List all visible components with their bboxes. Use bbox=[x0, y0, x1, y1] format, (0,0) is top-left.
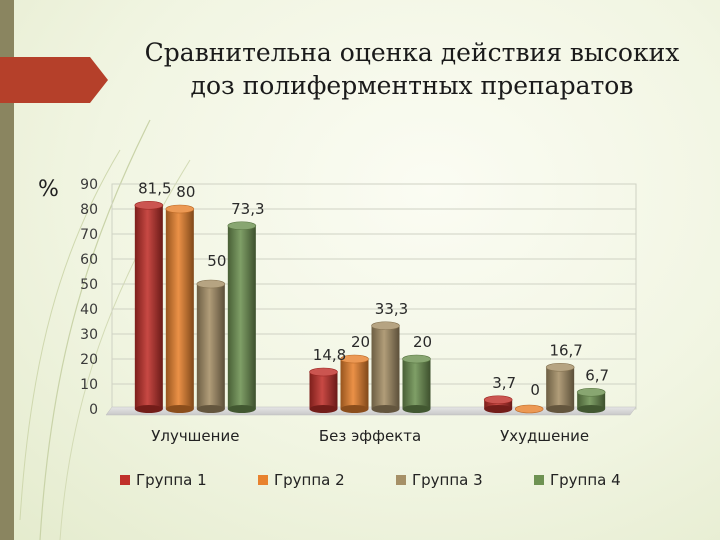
data-label: 73,3 bbox=[231, 200, 264, 218]
y-axis-label: % bbox=[38, 177, 59, 202]
bar bbox=[309, 367, 338, 413]
y-tick-label: 90 bbox=[80, 177, 98, 193]
left-accent-bar bbox=[0, 0, 14, 540]
y-tick-label: 60 bbox=[80, 252, 98, 268]
bar bbox=[545, 362, 575, 413]
y-tick-label: 40 bbox=[80, 302, 98, 318]
slide-title-line-2: доз полиферментных препаратов bbox=[190, 71, 634, 100]
data-labels: 81,5 80 50 73,3 14,8 20 33,3 20 3,7 0 16,76,7 bbox=[138, 179, 609, 399]
bar bbox=[371, 321, 400, 413]
category-label: Ухудшение bbox=[500, 427, 589, 445]
bars bbox=[134, 200, 606, 414]
legend-label: Группа 3 bbox=[412, 471, 483, 489]
bar bbox=[340, 354, 369, 413]
legend-swatch bbox=[534, 475, 544, 485]
bar bbox=[165, 204, 195, 413]
y-tick-label: 70 bbox=[80, 227, 98, 243]
legend-label: Группа 4 bbox=[550, 471, 621, 489]
data-label: 33,3 bbox=[375, 300, 408, 318]
bar bbox=[576, 387, 606, 413]
legend-item: Группа 2 bbox=[258, 471, 345, 489]
data-label: 20 bbox=[351, 333, 370, 351]
data-label: 6,7 bbox=[585, 366, 609, 384]
data-label: 50 bbox=[207, 252, 226, 270]
legend-swatch bbox=[258, 475, 268, 485]
legend-item: Группа 4 bbox=[534, 471, 621, 489]
bar bbox=[402, 354, 431, 413]
y-tick-label: 50 bbox=[80, 277, 98, 293]
y-tick-label: 20 bbox=[80, 352, 98, 368]
legend: Группа 1 Группа 2 Группа 3 Группа 4 bbox=[120, 471, 621, 489]
data-label: 81,5 bbox=[138, 179, 171, 197]
y-axis-ticks: 0 10 20 30 40 50 60 70 80 90 bbox=[80, 177, 98, 418]
bar bbox=[483, 395, 513, 413]
legend-swatch bbox=[120, 475, 130, 485]
bar bbox=[514, 404, 544, 414]
y-tick-label: 30 bbox=[80, 327, 98, 343]
legend-label: Группа 2 bbox=[274, 471, 345, 489]
bar bbox=[134, 200, 164, 413]
bar bbox=[196, 279, 226, 413]
y-tick-label: 0 bbox=[89, 402, 98, 418]
category-label: Без эффекта bbox=[319, 427, 421, 445]
slide-title: Сравнительна оценка действия высоких доз… bbox=[112, 36, 712, 102]
data-label: 0 bbox=[530, 381, 540, 399]
legend-item: Группа 3 bbox=[396, 471, 483, 489]
category-labels: Улучшение Без эффекта Ухудшение bbox=[151, 427, 589, 445]
data-label: 20 bbox=[413, 333, 432, 351]
data-label: 14,8 bbox=[313, 346, 346, 364]
category-label: Улучшение bbox=[151, 427, 239, 445]
data-label: 3,7 bbox=[492, 374, 516, 392]
bar bbox=[227, 221, 257, 413]
data-label: 16,7 bbox=[549, 341, 582, 359]
y-tick-label: 10 bbox=[80, 377, 98, 393]
slide-title-line-1: Сравнительна оценка действия высоких bbox=[144, 38, 680, 67]
legend-label: Группа 1 bbox=[136, 471, 207, 489]
y-tick-label: 80 bbox=[80, 202, 98, 218]
data-label: 80 bbox=[176, 183, 195, 201]
legend-swatch bbox=[396, 475, 406, 485]
title-arrow-decoration bbox=[0, 57, 108, 103]
legend-item: Группа 1 bbox=[120, 471, 207, 489]
